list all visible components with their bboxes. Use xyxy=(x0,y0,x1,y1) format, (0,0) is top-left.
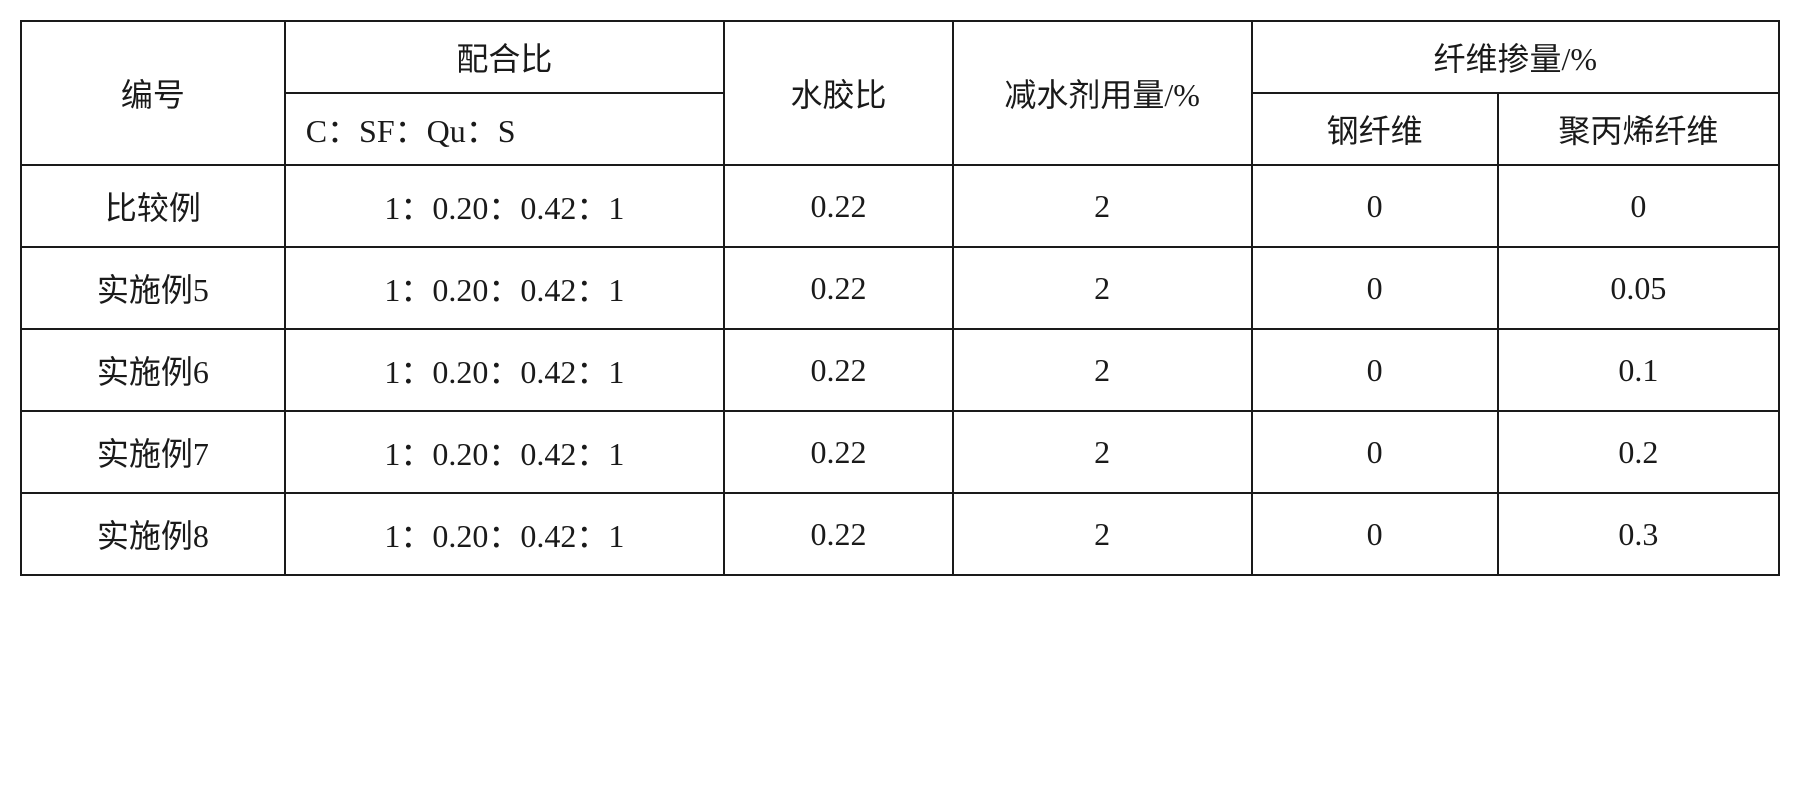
cell-mix-ratio: 1：0.20：0.42：1 xyxy=(285,247,725,329)
cell-poly-fiber: 0 xyxy=(1498,165,1779,247)
table-row: 比较例 1：0.20：0.42：1 0.22 2 0 0 xyxy=(21,165,1779,247)
cell-mix-ratio: 1：0.20：0.42：1 xyxy=(285,493,725,575)
table-row: 实施例5 1：0.20：0.42：1 0.22 2 0 0.05 xyxy=(21,247,1779,329)
table-body: 比较例 1：0.20：0.42：1 0.22 2 0 0 实施例5 1：0.20… xyxy=(21,165,1779,575)
header-water-reducer: 减水剂用量/% xyxy=(953,21,1252,165)
table-row: 实施例7 1：0.20：0.42：1 0.22 2 0 0.2 xyxy=(21,411,1779,493)
data-table: 编号 配合比 水胶比 减水剂用量/% 纤维掺量/% C：SF：Qu：S 钢纤维 … xyxy=(20,20,1780,576)
header-steel-fiber: 钢纤维 xyxy=(1252,93,1498,165)
cell-poly-fiber: 0.2 xyxy=(1498,411,1779,493)
cell-id: 比较例 xyxy=(21,165,285,247)
cell-water-reducer: 2 xyxy=(953,493,1252,575)
cell-id: 实施例8 xyxy=(21,493,285,575)
cell-poly-fiber: 0.3 xyxy=(1498,493,1779,575)
cell-mix-ratio: 1：0.20：0.42：1 xyxy=(285,165,725,247)
cell-water-reducer: 2 xyxy=(953,329,1252,411)
cell-id: 实施例5 xyxy=(21,247,285,329)
cell-steel-fiber: 0 xyxy=(1252,247,1498,329)
cell-steel-fiber: 0 xyxy=(1252,493,1498,575)
cell-water-reducer: 2 xyxy=(953,247,1252,329)
header-id: 编号 xyxy=(21,21,285,165)
cell-mix-ratio: 1：0.20：0.42：1 xyxy=(285,329,725,411)
header-mix-ratio: 配合比 xyxy=(285,21,725,93)
table-row: 实施例8 1：0.20：0.42：1 0.22 2 0 0.3 xyxy=(21,493,1779,575)
cell-water-binder: 0.22 xyxy=(724,329,953,411)
cell-water-reducer: 2 xyxy=(953,165,1252,247)
table-header: 编号 配合比 水胶比 减水剂用量/% 纤维掺量/% C：SF：Qu：S 钢纤维 … xyxy=(21,21,1779,165)
header-water-binder: 水胶比 xyxy=(724,21,953,165)
cell-water-reducer: 2 xyxy=(953,411,1252,493)
cell-poly-fiber: 0.1 xyxy=(1498,329,1779,411)
cell-poly-fiber: 0.05 xyxy=(1498,247,1779,329)
cell-steel-fiber: 0 xyxy=(1252,411,1498,493)
cell-id: 实施例7 xyxy=(21,411,285,493)
cell-water-binder: 0.22 xyxy=(724,247,953,329)
table-row: 实施例6 1：0.20：0.42：1 0.22 2 0 0.1 xyxy=(21,329,1779,411)
cell-water-binder: 0.22 xyxy=(724,165,953,247)
cell-water-binder: 0.22 xyxy=(724,411,953,493)
header-row-1: 编号 配合比 水胶比 减水剂用量/% 纤维掺量/% xyxy=(21,21,1779,93)
cell-steel-fiber: 0 xyxy=(1252,165,1498,247)
cell-steel-fiber: 0 xyxy=(1252,329,1498,411)
header-poly-fiber: 聚丙烯纤维 xyxy=(1498,93,1779,165)
cell-id: 实施例6 xyxy=(21,329,285,411)
cell-mix-ratio: 1：0.20：0.42：1 xyxy=(285,411,725,493)
cell-water-binder: 0.22 xyxy=(724,493,953,575)
header-fiber-content: 纤维掺量/% xyxy=(1252,21,1779,93)
header-mix-ratio-sub: C：SF：Qu：S xyxy=(285,93,725,165)
